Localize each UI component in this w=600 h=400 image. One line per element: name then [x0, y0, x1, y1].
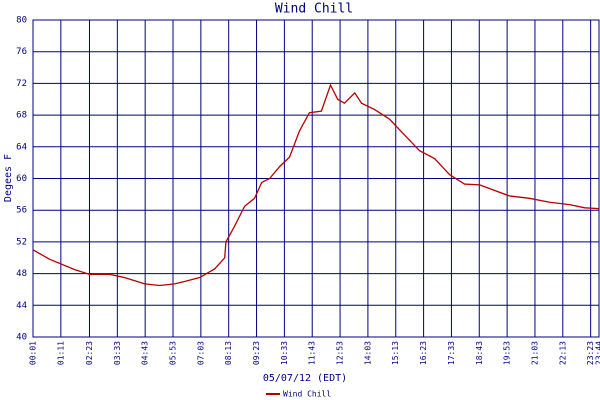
x-tick-label: 03:33	[113, 341, 122, 365]
x-tick-label: 10:33	[280, 341, 289, 365]
legend-label: Wind Chill	[283, 390, 331, 399]
x-tick-label: 23:44	[595, 341, 600, 365]
x-tick-label: 01:11	[56, 341, 65, 365]
y-tick-label: 76	[16, 47, 27, 57]
x-tick-label: 14:03	[363, 341, 372, 365]
y-tick-label: 80	[16, 16, 27, 26]
x-tick-label: 08:13	[224, 341, 233, 365]
x-tick-label: 15:13	[391, 341, 400, 365]
line	[32, 83, 600, 287]
y-tick-label: 40	[16, 333, 27, 343]
x-tick-label: 22:13	[558, 341, 567, 365]
x-tick-label: 21:03	[530, 341, 539, 365]
x-tick-label: 19:53	[503, 341, 512, 365]
x-axis-label: 05/07/12 (EDT)	[263, 373, 347, 384]
x-tick-label: 02:23	[85, 341, 94, 365]
x-tick-label: 05:53	[169, 341, 178, 365]
x-tick-label: 07:03	[196, 341, 205, 365]
y-tick-label: 48	[16, 269, 27, 279]
y-tick-label: 64	[16, 142, 27, 152]
chart-title: Wind Chill	[275, 2, 353, 17]
y-tick-label: 68	[16, 111, 27, 121]
x-tick-label: 04:43	[141, 341, 150, 365]
y-tick-label: 72	[16, 79, 27, 89]
y-axis-label: Degees F	[3, 154, 14, 202]
x-tick-label: 11:43	[308, 341, 317, 365]
x-tick-label: 09:23	[252, 341, 261, 365]
x-tick-label: 17:33	[447, 341, 456, 365]
x-tick-label: 18:43	[475, 341, 484, 365]
x-tick-label: 23:23	[586, 341, 595, 365]
y-tick-label: 60	[16, 174, 27, 184]
x-tick-label: 00:01	[29, 341, 38, 365]
y-tick-label: 44	[16, 301, 27, 311]
x-tick-label: 16:23	[419, 341, 428, 365]
x-tick-label: 12:53	[336, 341, 345, 365]
y-tick-label: 52	[16, 237, 27, 247]
y-tick-label: 56	[16, 206, 27, 216]
